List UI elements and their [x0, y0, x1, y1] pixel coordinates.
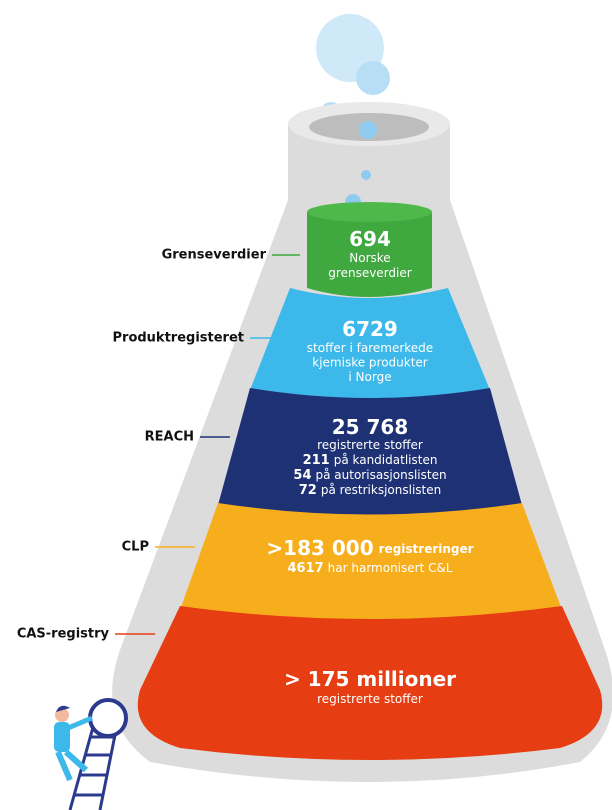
layer-line: stoffer i faremerkede: [307, 341, 433, 355]
value-number: > 175 millioner: [284, 667, 456, 691]
person: [54, 706, 92, 780]
layer-line: 72 på restriksjonslisten: [299, 483, 442, 498]
layer-label: CLP: [122, 540, 149, 555]
line-text: stoffer i faremerkede: [307, 341, 433, 355]
line-text: har harmonisert C&L: [328, 561, 453, 575]
layer-value: 6729: [342, 317, 398, 341]
layer-value: 694: [349, 227, 391, 251]
infographic: Grenseverdier 694Norskegrenseverdier Produ…: [0, 0, 612, 810]
line-number: 54: [293, 468, 311, 483]
bubble: [359, 121, 377, 139]
line-number: 72: [299, 483, 317, 498]
layer-value: > 175 millioner: [284, 667, 456, 691]
layer-label: Produktregisteret: [113, 331, 245, 346]
line-text: på restriksjonslisten: [321, 483, 441, 497]
layer-line: kjemiske produkter: [312, 355, 428, 369]
value-text: registreringer: [379, 542, 474, 556]
layer-value: 25 768: [332, 415, 409, 439]
layer-line: i Norge: [348, 370, 391, 384]
line-number: 4617: [287, 561, 323, 576]
line-number: 211: [303, 453, 330, 468]
layer-line: registrerte stoffer: [317, 438, 423, 452]
line-text: registrerte stoffer: [317, 692, 423, 706]
layer-line: 4617 har harmonisert C&L: [287, 561, 452, 576]
bubble: [356, 61, 390, 95]
layer-line: registrerte stoffer: [317, 692, 423, 706]
value-number: >183 000: [266, 536, 373, 560]
line-text: på autorisasjonslisten: [316, 468, 447, 482]
layer-label: REACH: [145, 430, 194, 445]
cylinder-top: [307, 202, 432, 222]
bubble: [361, 170, 371, 180]
value-number: 6729: [342, 317, 398, 341]
layer-line: 211 på kandidatlisten: [303, 453, 438, 468]
layer-line: 54 på autorisasjonslisten: [293, 468, 446, 483]
value-number: 694: [349, 227, 391, 251]
line-text: i Norge: [348, 370, 391, 384]
layer-line: grenseverdier: [328, 266, 411, 280]
layer-label: Grenseverdier: [162, 248, 267, 263]
line-text: grenseverdier: [328, 266, 411, 280]
layer-label: CAS-registry: [17, 627, 110, 642]
line-text: på kandidatlisten: [334, 453, 438, 467]
line-text: kjemiske produkter: [312, 355, 428, 369]
line-text: Norske: [349, 251, 390, 265]
illustration: [70, 700, 126, 810]
line-text: registrerte stoffer: [317, 438, 423, 452]
value-number: 25 768: [332, 415, 409, 439]
layer-line: Norske: [349, 251, 390, 265]
